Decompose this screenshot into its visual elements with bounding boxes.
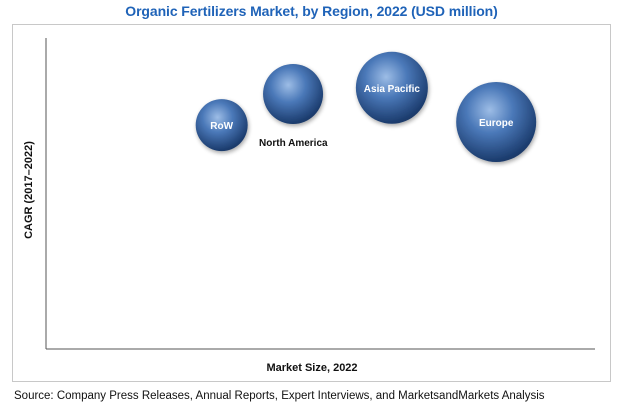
chart-frame [12,24,611,382]
source-note: Source: Company Press Releases, Annual R… [14,390,545,402]
chart-title: Organic Fertilizers Market, by Region, 2… [125,3,498,19]
